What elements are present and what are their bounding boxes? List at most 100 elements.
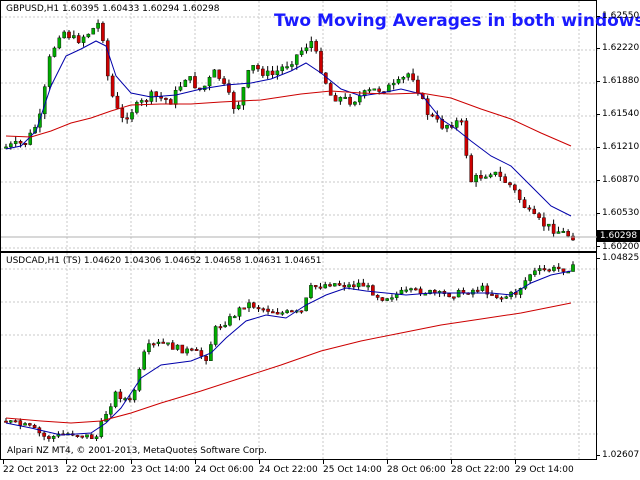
candle-body: [366, 285, 370, 288]
candle-body: [105, 40, 110, 77]
candle-body: [113, 391, 118, 407]
candle-body: [498, 171, 503, 177]
candle-body: [356, 282, 361, 288]
candle-body: [391, 82, 396, 86]
candle-body: [328, 284, 332, 287]
price-label: 1.61880: [602, 76, 640, 86]
time-label: 24 Oct 22:00: [259, 465, 318, 475]
candle-body: [42, 432, 46, 437]
candle-body: [91, 28, 96, 35]
candle-body: [96, 22, 100, 29]
candle-body: [251, 65, 255, 71]
ma-fast-line: [5, 270, 572, 436]
usdcad-chart-pane[interactable]: USDCAD,H1 (TS) 1.04620 1.04306 1.04652 1…: [0, 252, 598, 461]
candle-body: [241, 87, 246, 106]
time-label: 29 Oct 14:00: [515, 465, 574, 475]
candle-body: [217, 69, 222, 79]
candle-body: [542, 217, 546, 227]
price-label: 1.62220: [602, 43, 640, 53]
candle-body: [47, 56, 52, 87]
copyright-text: Alpari NZ MT4, © 2001-2013, MetaQuotes S…: [7, 446, 267, 456]
candle-body: [261, 68, 265, 76]
candle-body: [435, 115, 440, 120]
candle-body: [523, 280, 528, 289]
price-label: 1.61210: [602, 142, 640, 152]
candle-body: [118, 391, 123, 399]
candle-body: [251, 302, 256, 308]
candle-body: [430, 114, 435, 117]
candle-body: [411, 73, 415, 81]
candle-body: [223, 324, 227, 328]
candle-body: [194, 349, 199, 351]
candle-body: [4, 146, 8, 149]
candle-body: [485, 285, 490, 295]
candle-body: [318, 286, 323, 289]
candle-body: [75, 435, 80, 438]
candle-body: [280, 312, 285, 315]
candle-body: [571, 264, 575, 272]
candle-body: [471, 289, 475, 295]
candle-body: [290, 310, 294, 313]
candle-body: [170, 342, 175, 350]
candle-body: [9, 143, 13, 148]
candle-body: [337, 283, 342, 286]
candle-body: [151, 343, 156, 346]
gbpusd-chart-canvas[interactable]: [1, 1, 598, 253]
candle-body: [256, 65, 260, 70]
candle-body: [285, 310, 289, 313]
price-label: 1.62550: [602, 11, 640, 21]
candle-body: [85, 434, 89, 438]
candle-body: [428, 289, 432, 294]
candle-body: [290, 64, 294, 67]
candle-body: [537, 268, 542, 271]
candle-body: [227, 83, 231, 93]
candle-body: [532, 208, 537, 214]
candle-body: [193, 76, 197, 89]
candle-body: [178, 86, 183, 91]
candle-body: [387, 84, 391, 93]
candle-body: [228, 316, 232, 326]
candle-body: [413, 288, 418, 291]
candle-body: [52, 47, 57, 57]
candle-body: [144, 100, 149, 103]
candle-body: [218, 326, 223, 329]
candle-body: [13, 420, 18, 423]
candle-body: [231, 92, 236, 109]
candle-body: [275, 312, 280, 315]
ma-fast-line: [5, 40, 572, 217]
candle-body: [342, 285, 347, 288]
candle-body: [94, 436, 99, 439]
time-label: 23 Oct 14:00: [131, 465, 190, 475]
candle-body: [367, 89, 372, 92]
candle-body: [23, 423, 27, 426]
candle-body: [513, 184, 517, 191]
time-label: 28 Oct 06:00: [387, 465, 446, 475]
candle-body: [517, 189, 522, 200]
time-label: 22 Oct 22:00: [66, 465, 125, 475]
candle-body: [347, 284, 351, 288]
candle-body: [242, 307, 247, 310]
candle-body: [409, 288, 413, 291]
candle-body: [57, 37, 62, 49]
candle-body: [183, 79, 188, 87]
candle-body: [109, 406, 113, 415]
candle-body: [13, 141, 18, 144]
usdcad-chart-canvas[interactable]: [1, 253, 598, 461]
candle-body: [499, 297, 504, 300]
candle-body: [551, 223, 556, 234]
candle-body: [236, 104, 241, 109]
candle-body: [115, 95, 120, 109]
candle-body: [357, 95, 362, 103]
candle-body: [480, 285, 485, 291]
candle-body: [380, 297, 385, 301]
candle-body: [416, 79, 420, 94]
price-label: 1.04825: [602, 253, 640, 263]
candle-body: [232, 316, 237, 319]
candle-body: [81, 36, 86, 43]
candle-body: [348, 96, 352, 105]
gbpusd-chart-pane[interactable]: GBPUSD,H1 1.60395 1.60433 1.60294 1.6029…: [0, 0, 640, 253]
candle-body: [404, 289, 409, 292]
candle-body: [508, 182, 512, 186]
candle-body: [161, 341, 166, 344]
candle-body: [294, 54, 299, 65]
